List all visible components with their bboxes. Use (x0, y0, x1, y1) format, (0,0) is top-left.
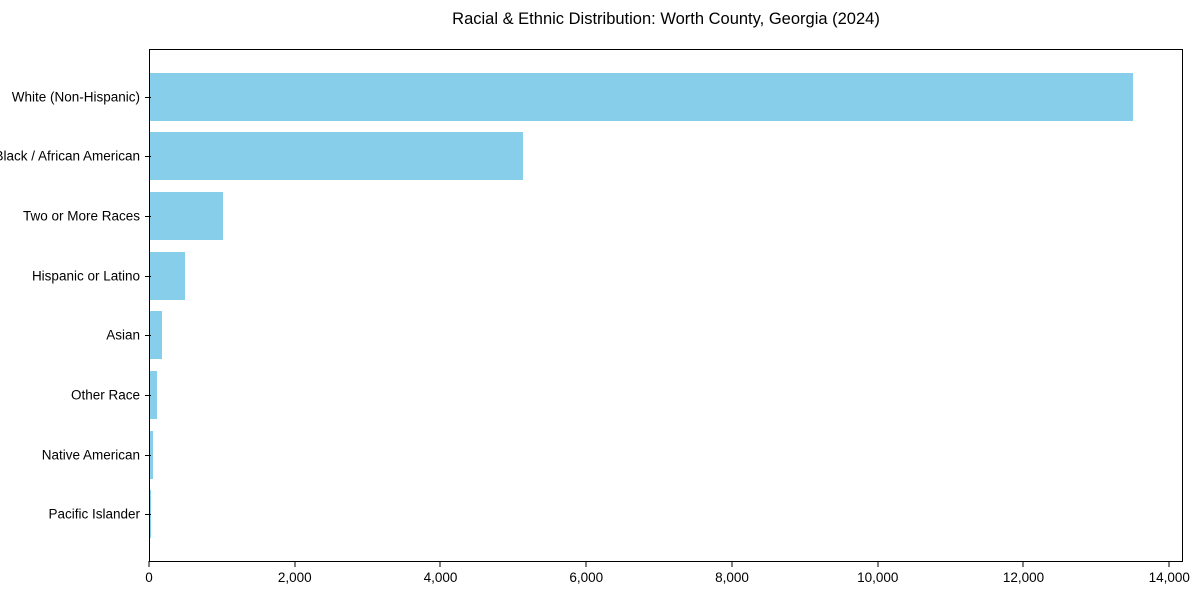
y-axis-category-label: Other Race (70, 387, 140, 403)
x-axis-tick-mark (585, 561, 587, 567)
bar (150, 192, 223, 241)
bar-row: Pacific Islander (48, 484, 1182, 544)
y-axis-tick-mark (145, 514, 151, 516)
bar (150, 311, 162, 360)
plot-area: White (Non-Hispanic) Black / African Amer… (0, 49, 1183, 562)
y-axis-category-label: Two or More Races (22, 208, 140, 224)
y-axis-category-label: Pacific Islander (48, 506, 140, 522)
y-axis-category-label: Black / African American (0, 148, 140, 164)
y-axis-category-label: White (Non-Hispanic) (11, 89, 140, 105)
bar (150, 132, 523, 181)
y-axis-tick-mark (145, 96, 151, 98)
x-axis-tick-label: 10,000 (857, 570, 899, 585)
y-axis-category-label: Hispanic or Latino (31, 268, 140, 284)
x-axis-tick-label: 8,000 (715, 570, 749, 585)
bar (150, 251, 185, 300)
x-axis-tick-label: 14,000 (1148, 570, 1190, 585)
x-axis-tick-mark (294, 561, 296, 567)
y-axis-tick-mark (145, 335, 151, 337)
x-axis-tick-label: 0 (145, 570, 153, 585)
y-axis-tick-mark (145, 454, 151, 456)
x-axis-tick-mark (439, 561, 441, 567)
y-axis-category-label: Asian (106, 327, 140, 343)
chart-title: Racial & Ethnic Distribution: Worth Coun… (452, 10, 880, 28)
bar-row: Black / African American (0, 127, 1182, 187)
x-axis-tick-label: 6,000 (569, 570, 604, 585)
bar (150, 430, 154, 479)
bar-rows: White (Non-Hispanic) Black / African Amer… (0, 50, 1182, 561)
bar-row: Other Race (71, 365, 1182, 425)
x-axis-tick-mark (1022, 561, 1024, 567)
x-axis-tick-mark (148, 561, 150, 567)
y-axis-category-label: Native American (41, 447, 140, 463)
y-axis-tick-mark (145, 216, 151, 218)
y-axis-tick-mark (145, 394, 151, 396)
x-axis-tick-label: 12,000 (1002, 570, 1045, 585)
x-axis-tick-mark (731, 561, 733, 567)
bar (150, 72, 1133, 121)
x-axis: 0 2,000 4,000 6,000 8,000 10,000 12,000 14,000 (145, 561, 1190, 591)
bar-row: Hispanic or Latino (32, 246, 1182, 306)
bar-row: Asian (106, 306, 1182, 366)
x-axis-tick-mark (877, 561, 879, 567)
y-axis-tick-mark (145, 156, 151, 158)
bar-row: Native American (42, 425, 1182, 485)
x-axis-tick-label: 2,000 (277, 570, 312, 585)
x-axis-tick-mark (1168, 561, 1170, 567)
x-axis-tick-label: 4,000 (423, 570, 458, 585)
bar-row: Two or More Races (23, 186, 1182, 246)
y-axis-tick-mark (145, 275, 151, 277)
bar (150, 370, 157, 419)
bar-row: White (Non-Hispanic) (12, 67, 1182, 127)
